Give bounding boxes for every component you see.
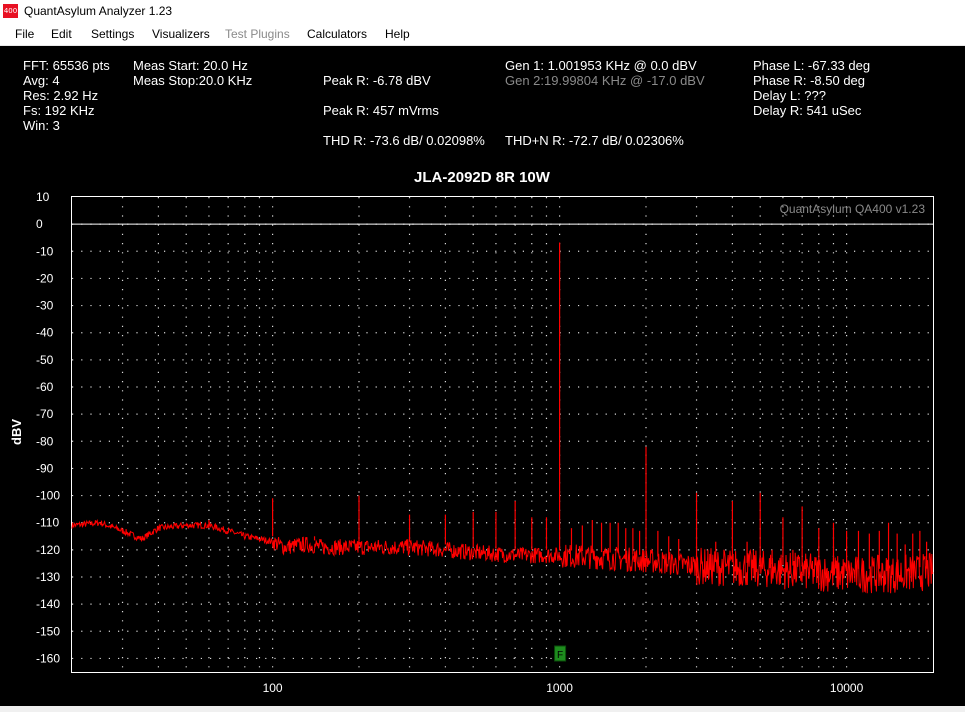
y-tick-label: -130 bbox=[36, 570, 60, 584]
menu-edit[interactable]: Edit bbox=[51, 27, 72, 41]
y-tick-label: 10 bbox=[36, 190, 50, 204]
menu-calculators[interactable]: Calculators bbox=[307, 27, 368, 41]
thdn-r: THD+N R: -72.7 dB/ 0.02306% bbox=[505, 133, 684, 148]
resolution: Res: 2.92 Hz bbox=[23, 88, 99, 103]
sample-rate: Fs: 192 KHz bbox=[23, 103, 95, 118]
spectrum-trace bbox=[71, 242, 934, 594]
y-axis-label: dBV bbox=[9, 419, 24, 445]
plot-frame bbox=[71, 196, 934, 673]
y-tick-label: -140 bbox=[36, 597, 60, 611]
measurement-readouts: FFT: 65536 pts Avg: 4 Res: 2.92 Hz Fs: 1… bbox=[0, 46, 965, 166]
fft-size: FFT: 65536 pts bbox=[23, 58, 110, 73]
peak-r-mvrms: Peak R: 457 mVrms bbox=[323, 103, 439, 118]
menu-file[interactable]: File bbox=[15, 27, 35, 41]
y-tick-label: -110 bbox=[36, 516, 59, 530]
menu-bar: File Edit Settings Visualizers Test Plug… bbox=[0, 23, 965, 46]
marker-box[interactable] bbox=[554, 645, 567, 662]
y-tick-label: -40 bbox=[36, 326, 54, 340]
menu-settings[interactable]: Settings bbox=[91, 27, 135, 41]
peak-r-dbv: Peak R: -6.78 dBV bbox=[323, 73, 431, 88]
watermark: QuantAsylum QA400 v1.23 bbox=[780, 202, 926, 216]
y-tick-label: -150 bbox=[36, 624, 60, 638]
y-tick-label: -120 bbox=[36, 543, 60, 557]
y-tick-label: 0 bbox=[36, 217, 43, 231]
thd-r: THD R: -73.6 dB/ 0.02098% bbox=[323, 133, 485, 148]
menu-test-plugins: Test Plugins bbox=[225, 27, 290, 41]
averages: Avg: 4 bbox=[23, 73, 60, 88]
y-tick-label: -100 bbox=[36, 489, 60, 503]
y-tick-label: -80 bbox=[36, 434, 54, 448]
x-tick-label: 1000 bbox=[546, 681, 573, 695]
y-tick-label: -160 bbox=[36, 651, 60, 665]
menu-help[interactable]: Help bbox=[385, 27, 410, 41]
delay-r: Delay R: 541 uSec bbox=[753, 103, 862, 118]
marker-label: F bbox=[557, 650, 563, 661]
x-tick-label: 100 bbox=[263, 681, 283, 695]
phase-r: Phase R: -8.50 deg bbox=[753, 73, 866, 88]
menu-visualizers[interactable]: Visualizers bbox=[152, 27, 210, 41]
y-tick-label: -30 bbox=[36, 299, 54, 313]
gen2: Gen 2:19.99804 KHz @ -17.0 dBV bbox=[505, 73, 705, 88]
app-icon: 400 bbox=[3, 4, 18, 18]
gen1: Gen 1: 1.001953 KHz @ 0.0 dBV bbox=[505, 58, 697, 73]
frequency-marker[interactable]: F bbox=[554, 645, 567, 662]
y-tick-label: -70 bbox=[36, 407, 54, 421]
y-tick-label: -60 bbox=[36, 380, 54, 394]
y-tick-label: -10 bbox=[36, 244, 54, 258]
meas-stop: Meas Stop:20.0 KHz bbox=[133, 73, 253, 88]
chart-title: JLA-2092D 8R 10W bbox=[414, 169, 551, 186]
status-strip bbox=[0, 706, 965, 712]
y-tick-label: -20 bbox=[36, 271, 54, 285]
phase-l: Phase L: -67.33 deg bbox=[753, 58, 871, 73]
y-tick-label: -90 bbox=[36, 461, 54, 475]
y-tick-labels: 10 0 -10 -20 -30 -40 -50 -60 -70 -80 -90 -100 -110 -1… bbox=[36, 190, 60, 665]
meas-start: Meas Start: 20.0 Hz bbox=[133, 58, 248, 73]
title-bar: 400 QuantAsylum Analyzer 1.23 bbox=[0, 0, 965, 23]
window-title: QuantAsylum Analyzer 1.23 bbox=[24, 4, 173, 18]
x-tick-label: 10000 bbox=[830, 681, 864, 695]
plot-grid bbox=[72, 197, 933, 672]
window-type: Win: 3 bbox=[23, 118, 60, 133]
x-tick-labels: 100 1000 10000 bbox=[263, 681, 864, 695]
delay-l: Delay L: ??? bbox=[753, 88, 826, 103]
y-tick-label: -50 bbox=[36, 353, 54, 367]
noise-floor-trace bbox=[71, 518, 934, 594]
